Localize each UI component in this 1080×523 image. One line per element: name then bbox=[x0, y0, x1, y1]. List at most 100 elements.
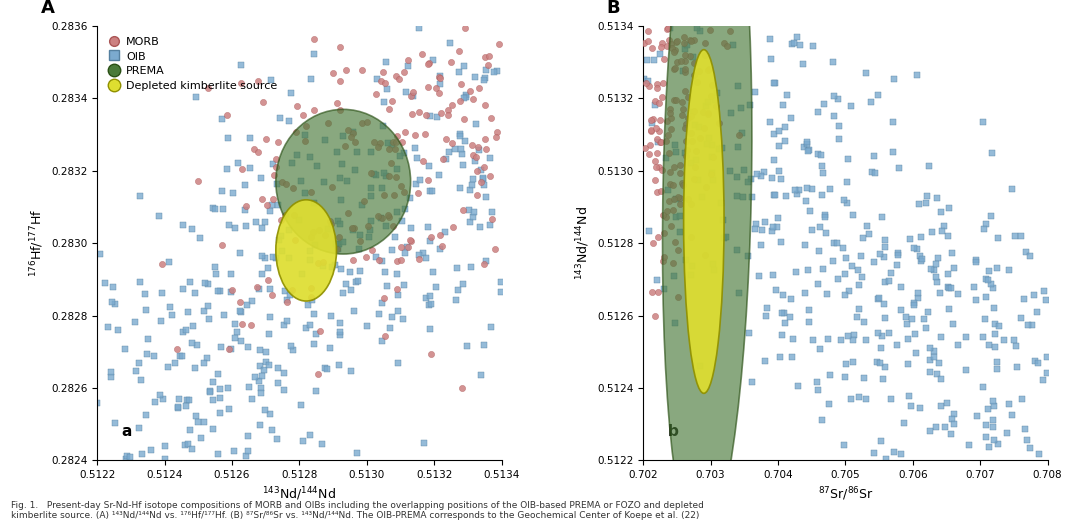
Point bbox=[388, 138, 405, 146]
Point bbox=[981, 267, 998, 275]
Point bbox=[297, 131, 314, 139]
Point bbox=[463, 181, 481, 190]
Point bbox=[330, 240, 348, 248]
Point bbox=[400, 56, 417, 64]
Point bbox=[153, 289, 171, 297]
Point bbox=[729, 192, 746, 200]
Point bbox=[770, 214, 787, 222]
Point bbox=[471, 145, 488, 154]
Point bbox=[455, 206, 472, 214]
Point bbox=[876, 235, 893, 244]
Point bbox=[676, 51, 693, 59]
Point bbox=[865, 152, 882, 160]
Point bbox=[211, 385, 228, 393]
Point bbox=[766, 191, 783, 199]
Point bbox=[675, 33, 692, 41]
Point bbox=[257, 347, 274, 356]
Point bbox=[661, 105, 678, 113]
Point bbox=[949, 341, 967, 349]
Point bbox=[278, 180, 295, 188]
Point bbox=[137, 411, 154, 419]
Point bbox=[489, 128, 507, 136]
Point bbox=[390, 358, 407, 367]
Point bbox=[163, 311, 180, 319]
Point bbox=[924, 346, 942, 355]
Point bbox=[326, 261, 343, 269]
Point bbox=[151, 212, 168, 220]
Point bbox=[156, 454, 173, 463]
Point bbox=[134, 450, 151, 458]
Point bbox=[365, 138, 382, 146]
Point bbox=[811, 246, 828, 255]
Point bbox=[667, 147, 685, 156]
Point bbox=[766, 79, 783, 87]
Point bbox=[345, 129, 362, 138]
Point bbox=[244, 297, 261, 305]
Point bbox=[432, 74, 449, 83]
Point bbox=[933, 208, 950, 216]
Point bbox=[257, 406, 274, 415]
Point bbox=[251, 285, 268, 293]
Point bbox=[831, 135, 848, 144]
Point bbox=[152, 317, 170, 325]
Point bbox=[214, 115, 231, 123]
Point bbox=[461, 206, 478, 214]
Point bbox=[103, 298, 120, 306]
Point bbox=[864, 168, 881, 176]
Point bbox=[799, 266, 816, 274]
Point bbox=[270, 236, 287, 244]
Point bbox=[746, 225, 764, 233]
Point bbox=[768, 223, 785, 232]
Point bbox=[825, 257, 842, 265]
Point bbox=[811, 223, 828, 231]
Point bbox=[389, 285, 406, 293]
Point bbox=[984, 416, 1001, 424]
Point bbox=[388, 257, 405, 265]
Point bbox=[440, 106, 457, 114]
Point bbox=[151, 390, 168, 399]
Point bbox=[477, 256, 495, 265]
Point bbox=[838, 178, 855, 186]
Point bbox=[1009, 362, 1026, 371]
Point bbox=[693, 192, 711, 201]
Point bbox=[672, 194, 689, 202]
Point bbox=[333, 196, 350, 204]
Point bbox=[716, 39, 733, 48]
Point bbox=[271, 113, 288, 122]
Point bbox=[433, 242, 450, 251]
Point bbox=[320, 119, 337, 127]
Point bbox=[659, 24, 676, 32]
Point bbox=[681, 36, 699, 44]
Point bbox=[332, 43, 349, 51]
Point bbox=[172, 353, 189, 361]
Point bbox=[422, 111, 440, 120]
Point bbox=[359, 117, 376, 126]
Point bbox=[977, 420, 995, 429]
Point bbox=[659, 131, 676, 140]
Point bbox=[640, 150, 658, 158]
Point bbox=[373, 214, 390, 222]
Point bbox=[330, 361, 348, 369]
Point bbox=[981, 442, 998, 451]
Point bbox=[1005, 336, 1023, 344]
Point bbox=[154, 395, 172, 403]
Point bbox=[301, 247, 319, 255]
Point bbox=[303, 297, 321, 305]
Point bbox=[980, 276, 997, 284]
Point bbox=[465, 208, 483, 216]
Point bbox=[467, 73, 484, 82]
Point bbox=[664, 206, 681, 214]
Point bbox=[809, 386, 826, 395]
Point bbox=[968, 296, 985, 304]
Point bbox=[921, 344, 939, 352]
Point bbox=[820, 335, 837, 344]
Point bbox=[306, 340, 323, 348]
Point bbox=[679, 114, 697, 122]
Point bbox=[475, 175, 492, 183]
Point bbox=[968, 258, 985, 266]
Point bbox=[651, 138, 669, 146]
Point bbox=[458, 343, 475, 351]
Point bbox=[418, 294, 435, 302]
Point bbox=[852, 252, 869, 260]
Point bbox=[861, 230, 878, 238]
